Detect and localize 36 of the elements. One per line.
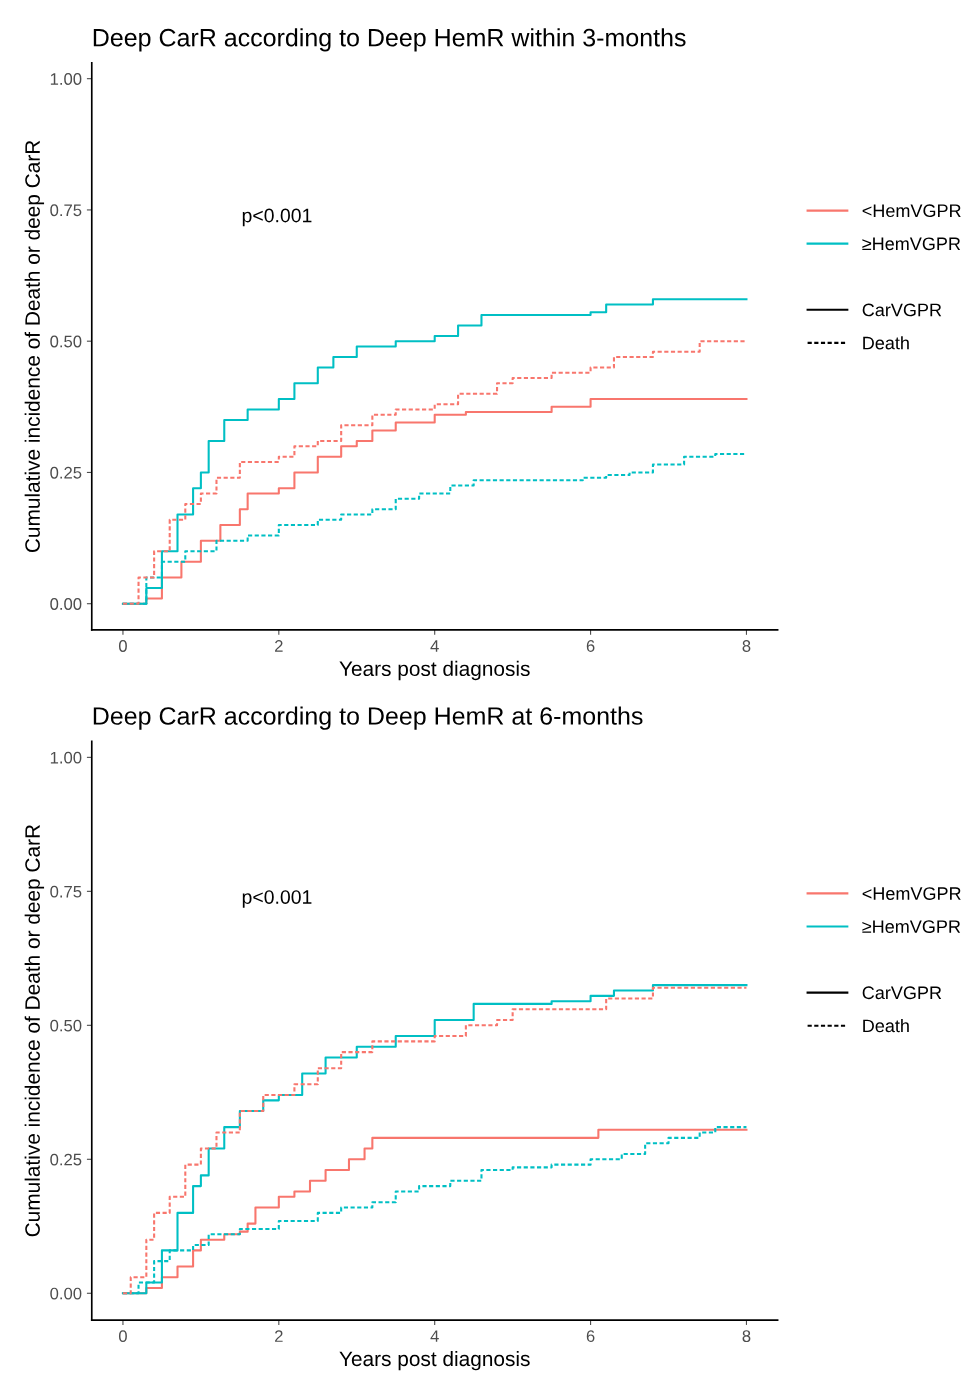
y-tick-label: 0.50 — [50, 1019, 82, 1032]
chart-title: Deep CarR according to Deep HemR at 6-months — [93, 706, 643, 730]
y-tick-label: 0.00 — [50, 598, 82, 610]
y-tick-label: 0.25 — [50, 466, 82, 479]
legend-label: <HemVGPR — [862, 887, 961, 900]
legend-label: ≥HemVGPR — [862, 920, 961, 933]
legend-label: Death — [863, 1018, 909, 1033]
legend-label: Death — [863, 336, 909, 350]
legend-label: <HemVGPR — [862, 204, 961, 218]
x-tick-label: 0 — [118, 1330, 127, 1343]
y-axis-title: Cumulative incidence of Death or deep CarR — [24, 140, 45, 553]
y-tick-label: 0.00 — [50, 1287, 82, 1300]
x-tick-label: 2 — [275, 640, 283, 652]
x-tick-label: 2 — [275, 1330, 283, 1342]
y-axis-title: Cumulative incidence of Death or deep CarR — [24, 824, 45, 1237]
x-tick-label: 8 — [742, 1330, 751, 1343]
legend-label: CarVGPR — [862, 303, 942, 317]
legend-label: CarVGPR — [862, 986, 942, 1000]
y-tick-label: 1.00 — [50, 751, 82, 764]
x-tick-label: 6 — [586, 1330, 595, 1343]
x-axis-title: Years post diagnosis — [339, 660, 530, 681]
y-tick-label: 0.50 — [50, 335, 82, 348]
x-tick-label: 8 — [742, 640, 751, 652]
y-tick-label: 0.25 — [50, 1153, 82, 1166]
chart-title: Deep CarR according to Deep HemR within 3-months — [93, 28, 686, 52]
y-tick-label: 1.00 — [50, 73, 82, 85]
x-tick-label: 4 — [430, 1330, 439, 1342]
y-tick-label: 0.75 — [50, 204, 82, 217]
legend-label: ≥HemVGPR — [862, 237, 961, 251]
annotation: p<0.001 — [242, 208, 312, 227]
x-tick-label: 0 — [118, 640, 127, 652]
y-tick-label: 0.75 — [50, 885, 82, 898]
x-tick-label: 4 — [430, 640, 439, 652]
annotation: p<0.001 — [242, 890, 312, 908]
x-axis-title: Years post diagnosis — [339, 1350, 530, 1371]
x-tick-label: 6 — [586, 640, 595, 652]
